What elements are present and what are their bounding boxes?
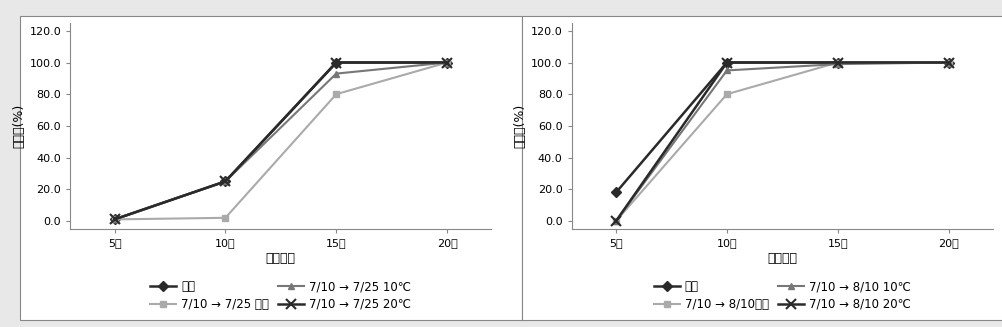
상온: [609, 191, 621, 195]
Line: 상온: 상온: [111, 59, 450, 223]
X-axis label: 치상일수: 치상일수: [266, 252, 296, 265]
7/10 → 8/10상온: [609, 219, 621, 223]
상온: [720, 60, 732, 64]
7/10 → 7/25 20℃: [441, 60, 453, 64]
7/10 → 8/10 20℃: [609, 219, 621, 223]
Line: 7/10 → 8/10상온: 7/10 → 8/10상온: [612, 59, 951, 224]
Line: 7/10 → 8/10 20℃: 7/10 → 8/10 20℃: [610, 58, 953, 226]
Y-axis label: 맹아율(%): 맹아율(%): [513, 104, 526, 148]
상온: [219, 180, 231, 183]
7/10 → 8/10상온: [942, 60, 954, 64]
7/10 → 7/25 20℃: [219, 180, 231, 183]
7/10 → 7/25 10℃: [330, 72, 342, 76]
7/10 → 8/10 10℃: [942, 60, 954, 64]
Line: 상온: 상온: [612, 59, 951, 196]
X-axis label: 치상일수: 치상일수: [767, 252, 797, 265]
Line: 7/10 → 7/25 상온: 7/10 → 7/25 상온: [111, 59, 450, 223]
Line: 7/10 → 8/10 10℃: 7/10 → 8/10 10℃: [612, 59, 951, 224]
7/10 → 8/10상온: [720, 92, 732, 96]
Y-axis label: 맹아율(%): 맹아율(%): [12, 104, 25, 148]
상온: [942, 60, 954, 64]
7/10 → 7/25 20℃: [108, 217, 120, 221]
7/10 → 8/10 10℃: [609, 219, 621, 223]
7/10 → 8/10 20℃: [942, 60, 954, 64]
상온: [108, 217, 120, 221]
상온: [441, 60, 453, 64]
7/10 → 7/25 상온: [219, 216, 231, 220]
Legend: 상온, 7/10 → 8/10상온, 7/10 → 8/10 10℃, 7/10 → 8/10 20℃: 상온, 7/10 → 8/10상온, 7/10 → 8/10 10℃, 7/10…: [653, 280, 910, 311]
7/10 → 7/25 20℃: [330, 60, 342, 64]
7/10 → 7/25 10℃: [441, 60, 453, 64]
7/10 → 7/25 10℃: [108, 217, 120, 221]
7/10 → 7/25 상온: [441, 60, 453, 64]
7/10 → 7/25 10℃: [219, 180, 231, 183]
Line: 7/10 → 7/25 20℃: 7/10 → 7/25 20℃: [109, 58, 452, 224]
7/10 → 8/10상온: [831, 60, 843, 64]
7/10 → 7/25 상온: [108, 217, 120, 221]
상온: [831, 60, 843, 64]
7/10 → 8/10 10℃: [720, 68, 732, 72]
7/10 → 8/10 20℃: [831, 60, 843, 64]
7/10 → 8/10 20℃: [720, 60, 732, 64]
Legend: 상온, 7/10 → 7/25 상온, 7/10 → 7/25 10℃, 7/10 → 7/25 20℃: 상온, 7/10 → 7/25 상온, 7/10 → 7/25 10℃, 7/1…: [150, 280, 411, 311]
Line: 7/10 → 7/25 10℃: 7/10 → 7/25 10℃: [111, 59, 450, 223]
7/10 → 8/10 10℃: [831, 62, 843, 66]
상온: [330, 60, 342, 64]
7/10 → 7/25 상온: [330, 92, 342, 96]
